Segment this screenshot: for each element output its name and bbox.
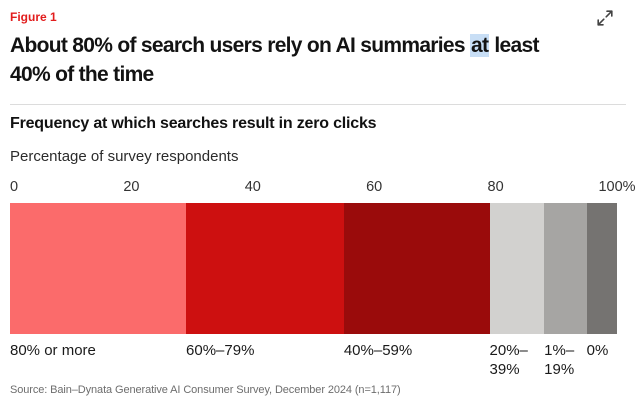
title-text-after: least (489, 34, 539, 57)
category-label: 40%–59% (343, 342, 413, 359)
title-line-2: 40% of the time (10, 63, 154, 86)
title-line-1: About 80% of search users rely on AI sum… (10, 31, 539, 60)
category-label: 60%–79% (186, 342, 255, 359)
bar-segment-3 (343, 203, 490, 334)
bar-segment-2 (186, 203, 344, 334)
page-title: About 80% of search users rely on AI sum… (10, 31, 539, 89)
category-label: 80% or more (10, 342, 96, 359)
stacked-bar-chart: 0 20 40 60 80 100% 80% or more 60%–79% 40%–59% 2… (10, 176, 636, 383)
chart-subtitle: Percentage of survey respondents (10, 148, 239, 165)
x-tick-label: 0 (10, 179, 19, 195)
category-label: 0% (586, 342, 609, 359)
bar-segment-6 (586, 203, 617, 334)
category-labels: 80% or more 60%–79% 40%–59% 20%–39% 1%–19% 0% (10, 341, 617, 383)
bar-segment-4 (489, 203, 545, 334)
bar-segment-5 (544, 203, 587, 334)
chart-title: Frequency at which searches result in ze… (10, 115, 377, 132)
x-tick-label: 100% (598, 179, 636, 195)
divider-line (10, 104, 626, 105)
x-tick-label: 80 (487, 179, 504, 195)
title-highlighted-text: at (470, 34, 490, 57)
expand-button[interactable] (591, 4, 619, 32)
category-label: 1%–19% (544, 342, 575, 378)
bar-segment-1 (10, 203, 187, 334)
figure-label: Figure 1 (10, 10, 57, 24)
x-axis-tick-labels: 0 20 40 60 80 100% (10, 176, 636, 203)
title-text-before: About 80% of search users rely on AI sum… (10, 34, 470, 57)
x-tick-label: 60 (366, 179, 383, 195)
x-tick-label: 20 (123, 179, 140, 195)
source-note: Source: Bain–Dynata Generative AI Consum… (10, 384, 401, 396)
x-tick-label: 40 (244, 179, 261, 195)
category-label: 20%–39% (489, 342, 528, 378)
stacked-bar (10, 203, 617, 334)
expand-icon (595, 8, 615, 28)
